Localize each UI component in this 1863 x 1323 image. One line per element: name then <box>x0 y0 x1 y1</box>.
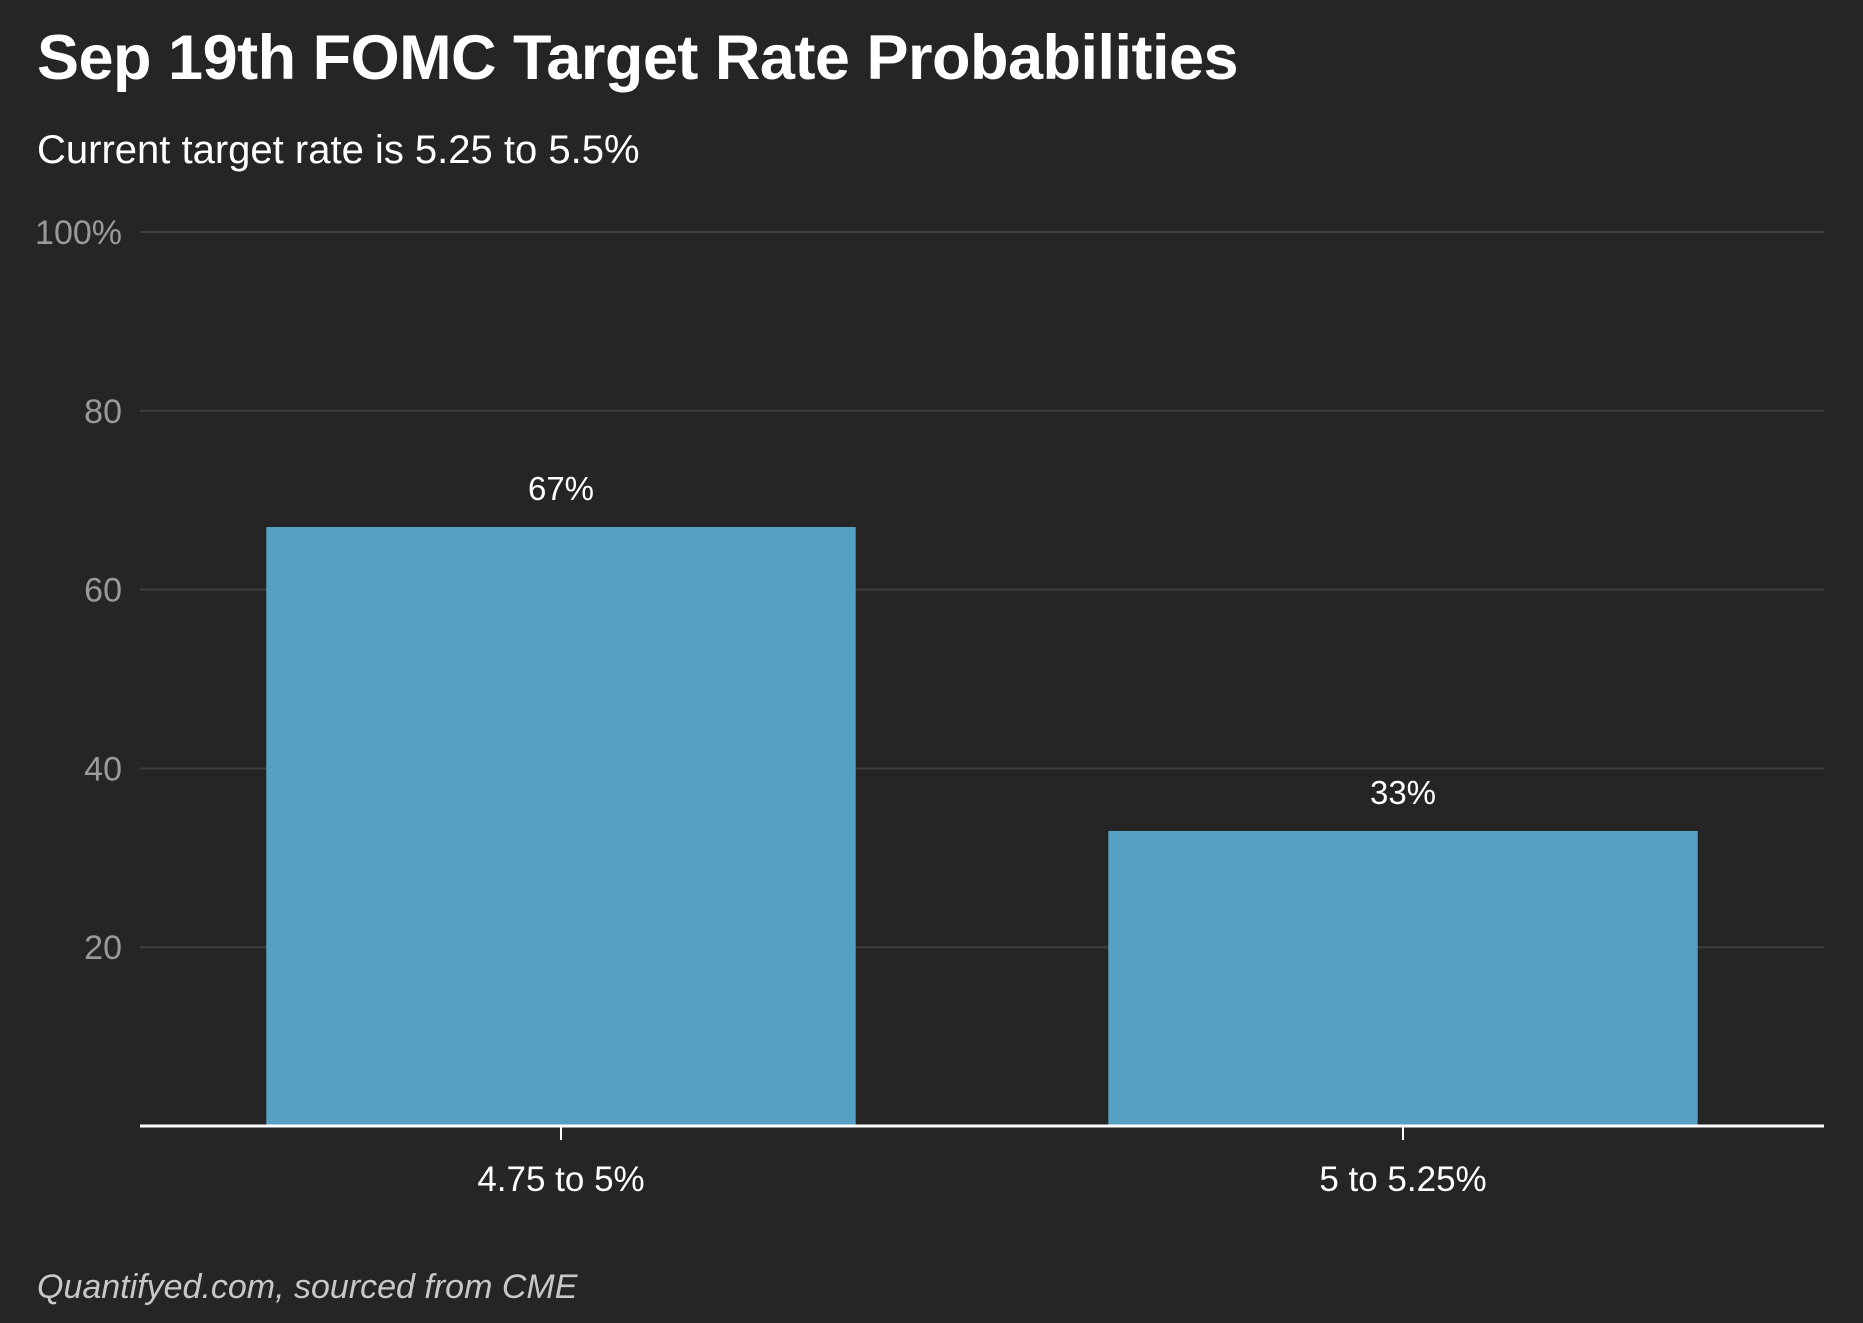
y-tick-label: 80 <box>84 393 122 431</box>
y-tick-label: 60 <box>84 572 122 610</box>
x-tick-label: 4.75 to 5% <box>477 1160 644 1199</box>
y-tick-label: 20 <box>84 929 122 967</box>
bar-1 <box>266 527 856 1126</box>
y-tick-label: 40 <box>84 750 122 788</box>
x-tick-label: 5 to 5.25% <box>1319 1160 1486 1199</box>
chart-subtitle: Current target rate is 5.25 to 5.5% <box>37 128 640 172</box>
source-note: Quantifyed.com, sourced from CME <box>37 1268 578 1306</box>
bar-2 <box>1108 830 1698 1126</box>
bars: 67% 33% <box>266 470 1698 1126</box>
data-label: 33% <box>1370 774 1436 811</box>
chart-title: Sep 19th FOMC Target Rate Probabilities <box>37 23 1239 93</box>
y-tick-label: 100% <box>35 214 122 252</box>
y-axis-ticks: 20 40 60 80 100% <box>35 214 122 967</box>
data-label: 67% <box>528 470 594 507</box>
x-axis-ticks: 4.75 to 5% 5 to 5.25% <box>477 1126 1487 1199</box>
